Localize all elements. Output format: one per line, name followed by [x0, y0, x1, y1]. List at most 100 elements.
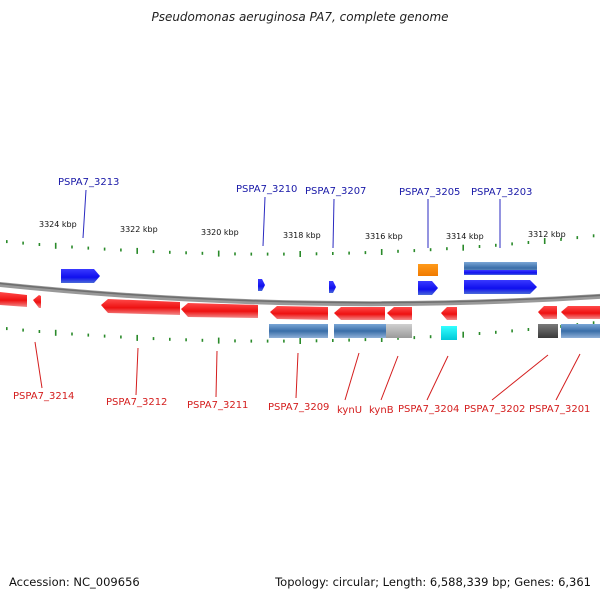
outer-scale-dot [201, 251, 204, 255]
inner-scale-dot [71, 332, 73, 336]
outer-scale-dot [543, 238, 546, 244]
inner-scale-dot [6, 327, 8, 331]
inner-scale-dot [217, 337, 220, 344]
outer-scale-dot [462, 244, 464, 251]
feature-pspa7-3204[interactable] [441, 326, 457, 340]
outer-scale-dot [38, 243, 41, 246]
outer-scale-dot [185, 251, 187, 255]
bottom-labels: PSPA7_3214 PSPA7_3212 PSPA7_3211 PSPA7_3… [13, 391, 590, 416]
outer-scale-dot [54, 242, 57, 249]
outer-scale-dot [71, 245, 73, 249]
scale-tick-3314: 3314 kbp [446, 232, 484, 241]
feature-pspa7-3202[interactable] [538, 324, 558, 338]
inner-scale-dot [54, 329, 57, 336]
inner-scale-dot [527, 328, 530, 331]
scale-tick-3322: 3322 kbp [120, 225, 158, 234]
label-pspa7-3210[interactable]: PSPA7_3210 [236, 184, 297, 195]
inner-scale-dot [299, 338, 301, 344]
outer-scale-dot [511, 242, 513, 246]
inner-scale-dot [266, 339, 269, 343]
gene-pspa7-3214[interactable] [0, 292, 27, 307]
inner-scale-dot [397, 336, 399, 340]
reverse-strand-genes [0, 292, 600, 340]
gene-pspa7-3201[interactable] [561, 306, 600, 319]
feature-kynu[interactable] [334, 324, 386, 338]
gene-pspa7-3211[interactable] [181, 303, 258, 318]
map-title: Pseudomonas aeruginosa PA7, complete gen… [151, 10, 449, 24]
gene-kynb[interactable] [387, 307, 412, 320]
label-kynu[interactable]: kynU [337, 405, 362, 416]
outer-scale-dot [266, 252, 269, 256]
inner-scale-dot [201, 338, 204, 342]
feature-pspa7-3201[interactable] [561, 324, 600, 338]
top-labels: PSPA7_3213 PSPA7_3210 PSPA7_3207 PSPA7_3… [58, 177, 532, 198]
inner-scale-dot [136, 334, 138, 341]
label-pspa7-3212[interactable]: PSPA7_3212 [106, 397, 167, 408]
label-pspa7-3211[interactable]: PSPA7_3211 [187, 400, 248, 411]
outer-scale-dot [234, 252, 236, 256]
gene-pspa7-3204[interactable] [441, 307, 457, 320]
inner-scale-dot [22, 328, 24, 332]
outer-scale-dot [6, 240, 8, 244]
label-pspa7-3207[interactable]: PSPA7_3207 [305, 186, 366, 197]
outer-scale-dot [299, 251, 301, 257]
gene-pspa7-3207[interactable] [329, 281, 336, 293]
scale-tick-labels: 3324 kbp 3322 kbp 3320 kbp 3318 kbp 3316… [39, 220, 566, 241]
inner-scale-dot [511, 329, 513, 333]
label-pspa7-3203[interactable]: PSPA7_3203 [471, 187, 532, 198]
inner-scale-dot [169, 337, 171, 341]
label-pspa7-3209[interactable]: PSPA7_3209 [268, 402, 329, 413]
accession-text: Accession: NC_009656 [9, 575, 140, 589]
gene-pspa7-3212[interactable] [101, 299, 180, 315]
outer-scale-dot [348, 251, 350, 255]
outer-scale-dot [283, 252, 285, 256]
gene-pspa7-3214b[interactable] [33, 295, 41, 308]
inner-scale-dot [332, 339, 334, 342]
scale-tick-3320: 3320 kbp [201, 228, 239, 237]
outer-scale-dot [446, 247, 448, 251]
gene-orange-feature[interactable] [418, 264, 438, 276]
gene-pspa7-3203[interactable] [464, 280, 537, 294]
outer-scale-dot [103, 247, 106, 251]
gene-pspa7-3210[interactable] [258, 279, 265, 291]
gene-kynu[interactable] [334, 307, 385, 320]
label-pspa7-3214[interactable]: PSPA7_3214 [13, 391, 74, 402]
outer-scale-dot [397, 249, 399, 253]
bottom-label-leaders [34, 341, 581, 401]
scale-tick-3312: 3312 kbp [528, 230, 566, 239]
label-pspa7-3202[interactable]: PSPA7_3202 [464, 404, 525, 415]
inner-scale-dot [348, 338, 350, 342]
outer-scale-dot [250, 252, 253, 256]
gene-pspa7-3209[interactable] [270, 306, 328, 320]
inner-scale-dot [103, 334, 106, 338]
label-kynb[interactable]: kynB [369, 405, 394, 416]
inner-scale-dot [250, 339, 253, 343]
feature-kynb[interactable] [386, 324, 412, 338]
outer-scale-dot [87, 246, 90, 250]
inner-scale-dot [283, 339, 285, 343]
gene-pspa7-3213[interactable] [61, 269, 100, 283]
gene-pspa7-3205[interactable] [418, 281, 438, 295]
label-pspa7-3213[interactable]: PSPA7_3213 [58, 177, 119, 188]
scale-tick-3318: 3318 kbp [283, 231, 321, 240]
gene-pspa7-3202[interactable] [538, 306, 557, 319]
inner-scale-dot [38, 330, 41, 333]
inner-scale-dot [429, 335, 432, 339]
gene-pspa7-3203-feature-lower[interactable] [464, 270, 537, 275]
label-pspa7-3204[interactable]: PSPA7_3204 [398, 404, 459, 415]
topology-summary: Topology: circular; Length: 6,588,339 bp… [275, 575, 591, 589]
outer-scale-dot [169, 250, 171, 254]
outer-scale-dot [380, 249, 383, 255]
label-pspa7-3201[interactable]: PSPA7_3201 [529, 404, 590, 415]
outer-scale-dot [22, 241, 24, 245]
outer-scale-dot [429, 248, 432, 252]
inner-scale-dot [185, 338, 187, 342]
label-pspa7-3205[interactable]: PSPA7_3205 [399, 187, 460, 198]
outer-scale-dot [527, 241, 530, 244]
scale-tick-3316: 3316 kbp [365, 232, 403, 241]
outer-scale-dot [576, 236, 579, 240]
outer-scale-dot [478, 245, 481, 248]
feature-pspa7-3209[interactable] [269, 324, 328, 338]
outer-scale-dot [217, 250, 220, 257]
